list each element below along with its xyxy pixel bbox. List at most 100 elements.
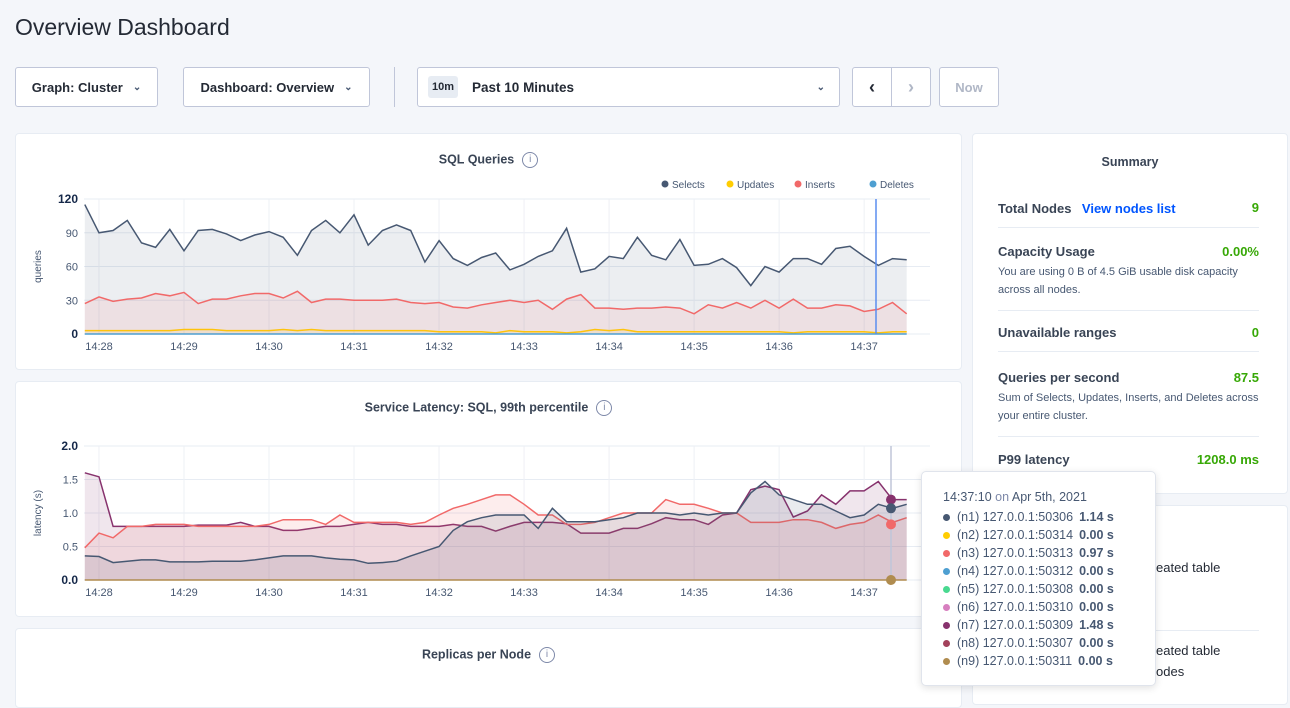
chevron-down-icon: ⌄ xyxy=(132,81,142,93)
y-axis-label: queries xyxy=(33,250,44,283)
dashboard-dropdown[interactable]: Dashboard: Overview ⌄ xyxy=(183,67,370,107)
legend-label: Inserts xyxy=(805,180,835,191)
series-line xyxy=(84,480,907,565)
tooltip-row: (n4) 127.0.0.1:50312 0.00 s xyxy=(943,562,1155,580)
chevron-down-icon: ⌄ xyxy=(816,81,825,93)
x-tick-label: 14:31 xyxy=(340,587,368,599)
y-tick-label: 0 xyxy=(71,327,78,341)
time-badge: 10m xyxy=(428,76,459,98)
x-tick-label: 14:30 xyxy=(255,341,283,353)
tooltip-row: (n6) 127.0.0.1:50310 0.00 s xyxy=(943,598,1155,616)
chart-title: Replicas per Node i xyxy=(16,647,961,663)
x-tick-label: 14:34 xyxy=(595,587,623,599)
tooltip-row: (n1) 127.0.0.1:50306 1.14 s xyxy=(943,508,1155,526)
series-dot-icon xyxy=(943,513,950,521)
tooltip-row: (n9) 127.0.0.1:50311 0.00 s xyxy=(943,652,1155,670)
y-tick-label: 2.0 xyxy=(61,439,78,453)
latency-card: Service Latency: SQL, 99th percentile i xyxy=(15,381,962,617)
event-item[interactable]: eated table xyxy=(1156,560,1221,575)
p99-value: 1208.0 ms xyxy=(1196,452,1259,467)
x-tick-label: 14:29 xyxy=(170,341,198,353)
tooltip-row: (n8) 127.0.0.1:50307 0.00 s xyxy=(943,634,1155,652)
tooltip-row: (n5) 127.0.0.1:50308 0.00 s xyxy=(943,580,1155,598)
legend-label: Selects xyxy=(672,180,705,191)
latency-tooltip: 14:37:10 on Apr 5th, 2021 (n1) 127.0.0.1… xyxy=(921,471,1156,686)
y-tick-label: 1.0 xyxy=(63,508,78,520)
hover-point-marker xyxy=(886,494,896,505)
chart-title: Service Latency: SQL, 99th percentile i xyxy=(16,400,961,416)
y-tick-label: 1.5 xyxy=(63,475,78,487)
series-area xyxy=(84,481,907,580)
series-dot-icon xyxy=(943,639,950,647)
x-tick-label: 14:33 xyxy=(510,587,538,599)
x-tick-label: 14:28 xyxy=(85,587,113,599)
x-tick-label: 14:29 xyxy=(170,587,198,599)
previous-button[interactable]: ‹ xyxy=(852,67,892,107)
legend-dot-icon xyxy=(726,180,734,188)
series-dot-icon xyxy=(943,567,950,575)
series-line xyxy=(84,328,907,334)
x-tick-label: 14:35 xyxy=(680,341,708,353)
series-line xyxy=(84,494,907,549)
next-button[interactable]: › xyxy=(891,67,931,107)
x-tick-label: 14:35 xyxy=(680,587,708,599)
x-tick-label: 14:34 xyxy=(595,341,623,353)
info-icon[interactable]: i xyxy=(596,400,613,416)
info-icon[interactable]: i xyxy=(539,647,556,663)
chevron-left-icon: ‹ xyxy=(869,76,875,97)
tooltip-header: 14:37:10 on Apr 5th, 2021 xyxy=(943,490,1087,504)
x-tick-label: 14:32 xyxy=(425,341,453,353)
charts-svg: 0 30 60 90 120 14:28 14:29 14:30 14:31 14:32 14:33… xyxy=(33,180,930,599)
y-tick-label: 60 xyxy=(66,262,78,274)
series-dot-icon xyxy=(943,621,950,629)
total-nodes-value: 9 xyxy=(1251,200,1259,215)
series-area xyxy=(84,472,907,580)
unavailable-value: 0 xyxy=(1251,325,1259,340)
chevron-down-icon: ⌄ xyxy=(344,81,353,93)
event-item[interactable]: eated table xyxy=(1156,643,1221,658)
chevron-right-icon: › xyxy=(908,76,914,97)
x-tick-label: 14:37 xyxy=(850,587,878,599)
time-range-dropdown[interactable]: 10m Past 10 Minutes ⌄ xyxy=(417,67,840,107)
legend-dot-icon xyxy=(661,180,669,188)
series-area xyxy=(84,494,907,580)
x-tick-label: 14:32 xyxy=(425,587,453,599)
legend-dot-icon xyxy=(869,180,877,188)
legend-dot-icon xyxy=(794,180,802,188)
total-nodes-row: Total Nodes View nodes list 9 xyxy=(998,200,1259,228)
capacity-value: 0.00% xyxy=(1222,244,1259,259)
series-area xyxy=(84,291,907,334)
series-dot-icon xyxy=(943,549,950,557)
view-nodes-link[interactable]: View nodes list xyxy=(1081,201,1176,216)
y-axis-label: latency (s) xyxy=(33,490,44,536)
x-tick-label: 14:37 xyxy=(850,341,878,353)
graph-dropdown[interactable]: Graph: Cluster ⌄ xyxy=(15,67,158,107)
hover-point-marker xyxy=(886,575,896,585)
x-tick-label: 14:36 xyxy=(765,341,793,353)
x-tick-label: 14:30 xyxy=(255,587,283,599)
series-dot-icon xyxy=(943,603,950,611)
capacity-row: Capacity Usage 0.00% You are using 0 B o… xyxy=(998,244,1259,311)
x-tick-label: 14:33 xyxy=(510,341,538,353)
info-icon[interactable]: i xyxy=(522,152,539,168)
y-tick-label: 120 xyxy=(58,192,78,206)
dashboard-dropdown-label: Dashboard: Overview xyxy=(200,79,335,95)
series-line xyxy=(84,472,907,534)
qps-row: Queries per second 87.5 Sum of Selects, … xyxy=(998,370,1259,437)
p99-row: P99 latency 1208.0 ms xyxy=(998,452,1259,467)
x-tick-label: 14:36 xyxy=(765,587,793,599)
y-tick-label: 90 xyxy=(66,228,78,240)
unavailable-row: Unavailable ranges 0 xyxy=(998,325,1259,352)
event-item-sub: odes xyxy=(1156,664,1185,679)
page-title: Overview Dashboard xyxy=(15,14,230,40)
time-range-label: Past 10 Minutes xyxy=(472,79,575,95)
y-tick-label: 30 xyxy=(66,295,78,307)
x-tick-label: 14:31 xyxy=(340,341,368,353)
series-dot-icon xyxy=(943,657,950,665)
y-tick-label: 0.5 xyxy=(63,542,78,554)
now-button[interactable]: Now xyxy=(939,67,999,107)
hover-point-marker xyxy=(886,519,896,530)
legend-label: Deletes xyxy=(880,180,914,191)
graph-dropdown-label: Graph: Cluster xyxy=(31,79,123,95)
tooltip-row: (n2) 127.0.0.1:50314 0.00 s xyxy=(943,526,1155,544)
